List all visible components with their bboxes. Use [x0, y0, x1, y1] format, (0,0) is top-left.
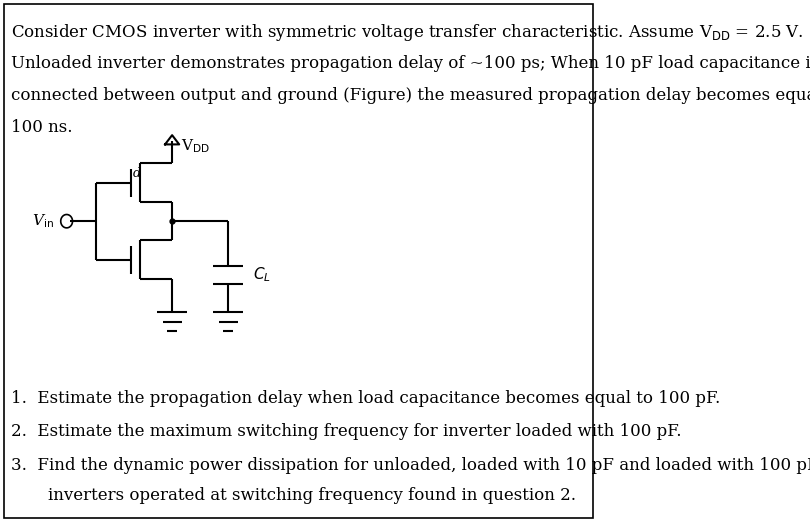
Text: V$_{\rm in}$: V$_{\rm in}$: [32, 212, 53, 230]
Text: 100 ns.: 100 ns.: [11, 119, 73, 136]
Text: $C_L$: $C_L$: [254, 266, 271, 284]
Text: 1.  Estimate the propagation delay when load capacitance becomes equal to 100 pF: 1. Estimate the propagation delay when l…: [11, 390, 720, 408]
Text: connected between output and ground (Figure) the measured propagation delay beco: connected between output and ground (Fig…: [11, 87, 810, 104]
Text: inverters operated at switching frequency found in question 2.: inverters operated at switching frequenc…: [49, 487, 577, 504]
Text: Consider CMOS inverter with symmetric voltage transfer characteristic. Assume V$: Consider CMOS inverter with symmetric vo…: [11, 22, 804, 43]
Text: Unloaded inverter demonstrates propagation delay of ~100 ps; When 10 pF load cap: Unloaded inverter demonstrates propagati…: [11, 54, 810, 72]
Text: d: d: [133, 167, 141, 180]
Text: V$_{\rm DD}$: V$_{\rm DD}$: [181, 138, 210, 156]
Text: 3.  Find the dynamic power dissipation for unloaded, loaded with 10 pF and loade: 3. Find the dynamic power dissipation fo…: [11, 457, 810, 474]
Text: 2.  Estimate the maximum switching frequency for inverter loaded with 100 pF.: 2. Estimate the maximum switching freque…: [11, 423, 682, 440]
